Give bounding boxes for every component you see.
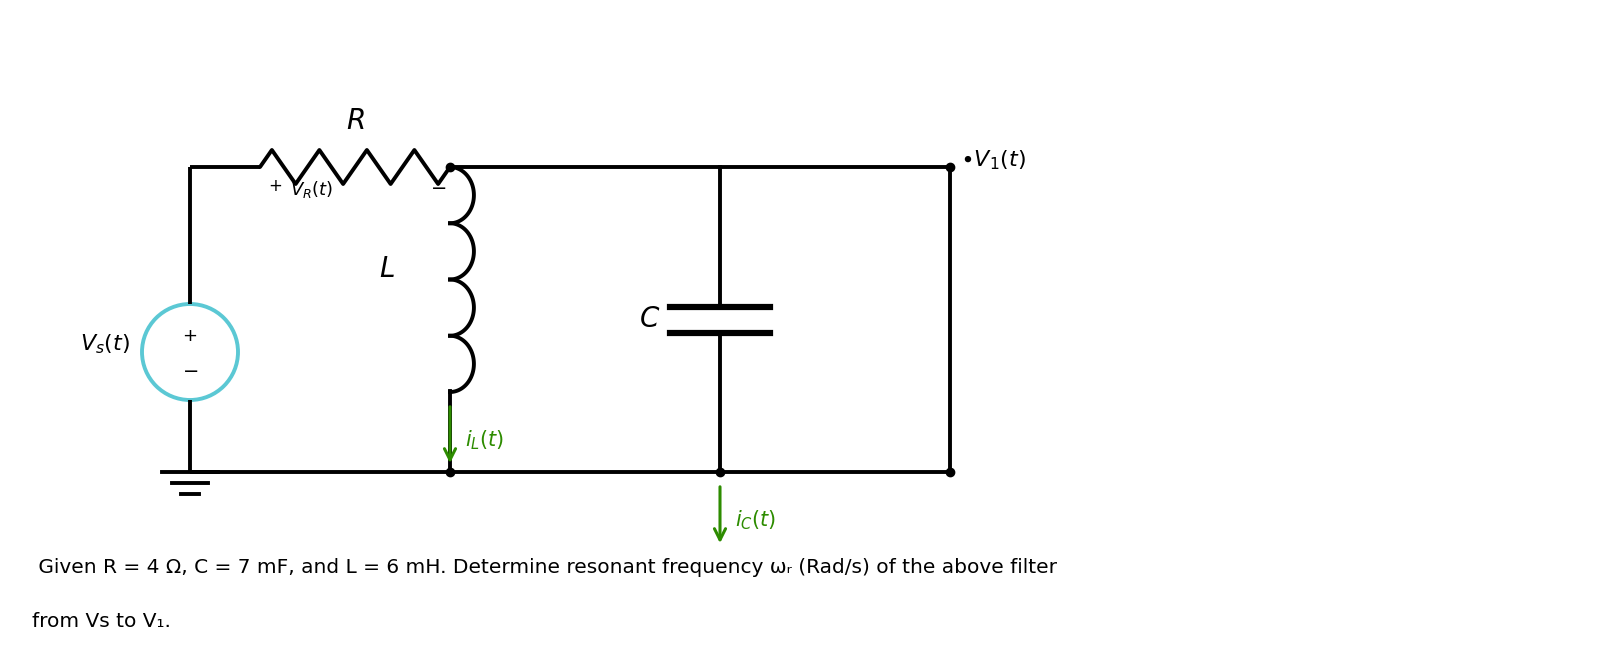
Text: $L$: $L$ [380, 256, 394, 283]
Text: $C$: $C$ [639, 306, 660, 333]
Text: $+$: $+$ [267, 177, 282, 195]
Text: $V_s(t)$: $V_s(t)$ [80, 332, 130, 355]
Text: $i_L(t)$: $i_L(t)$ [465, 428, 504, 452]
Text: $V_R(t)$: $V_R(t)$ [290, 179, 333, 200]
Text: $-$: $-$ [430, 177, 446, 196]
Text: $\bullet V_1(t)$: $\bullet V_1(t)$ [960, 149, 1026, 172]
Text: Given R = 4 Ω, C = 7 mF, and L = 6 mH. Determine resonant frequency ωᵣ (Rad/s) o: Given R = 4 Ω, C = 7 mF, and L = 6 mH. D… [32, 558, 1058, 577]
Text: $+$: $+$ [182, 327, 198, 345]
Text: $R$: $R$ [346, 108, 364, 135]
Text: from Vs to V₁.: from Vs to V₁. [32, 612, 171, 630]
Text: $-$: $-$ [182, 360, 198, 380]
Text: $i_C(t)$: $i_C(t)$ [736, 508, 776, 532]
